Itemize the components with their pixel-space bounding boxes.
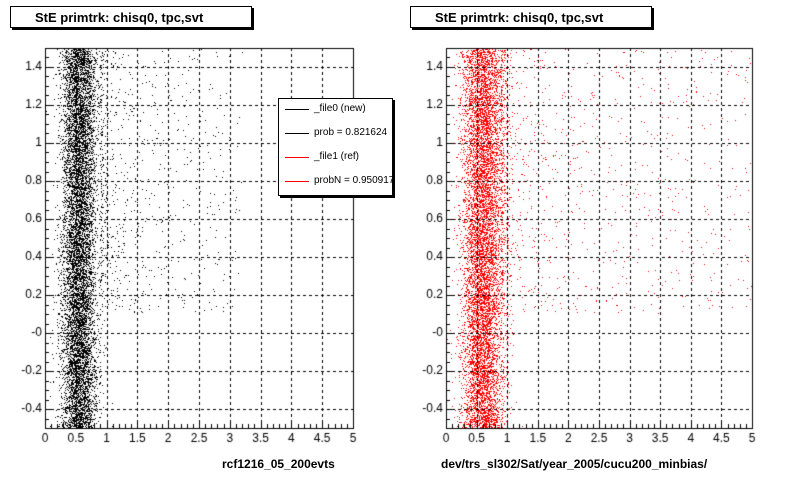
legend-line-black <box>285 109 309 110</box>
legend-label: _file0 (new) <box>314 103 366 114</box>
right-plot-caption: dev/trs_sl302/Sat/year_2005/cucu200_minb… <box>441 457 708 471</box>
right-plot-title: StE primtrk: chisq0, tpc,svt <box>410 6 652 28</box>
legend-line-red <box>285 181 309 182</box>
legend-entry-probn: probN = 0.950917 <box>279 172 393 190</box>
legend-label: probN = 0.950917 <box>314 175 393 186</box>
legend-line-black <box>285 133 309 134</box>
legend-entry-file0: _file0 (new) <box>279 100 392 118</box>
legend-entry-file1: _file1 (ref) <box>279 148 392 166</box>
legend-label: _file1 (ref) <box>314 151 360 162</box>
left-plot-title: StE primtrk: chisq0, tpc,svt <box>10 6 252 28</box>
legend-entry-prob: prob = 0.821624 <box>279 124 392 142</box>
legend-label: prob = 0.821624 <box>314 127 388 138</box>
legend-line-red <box>285 157 309 158</box>
left-plot-caption: rcf1216_05_200evts <box>222 457 335 471</box>
legend: _file0 (new) prob = 0.821624 _file1 (ref… <box>278 98 393 196</box>
